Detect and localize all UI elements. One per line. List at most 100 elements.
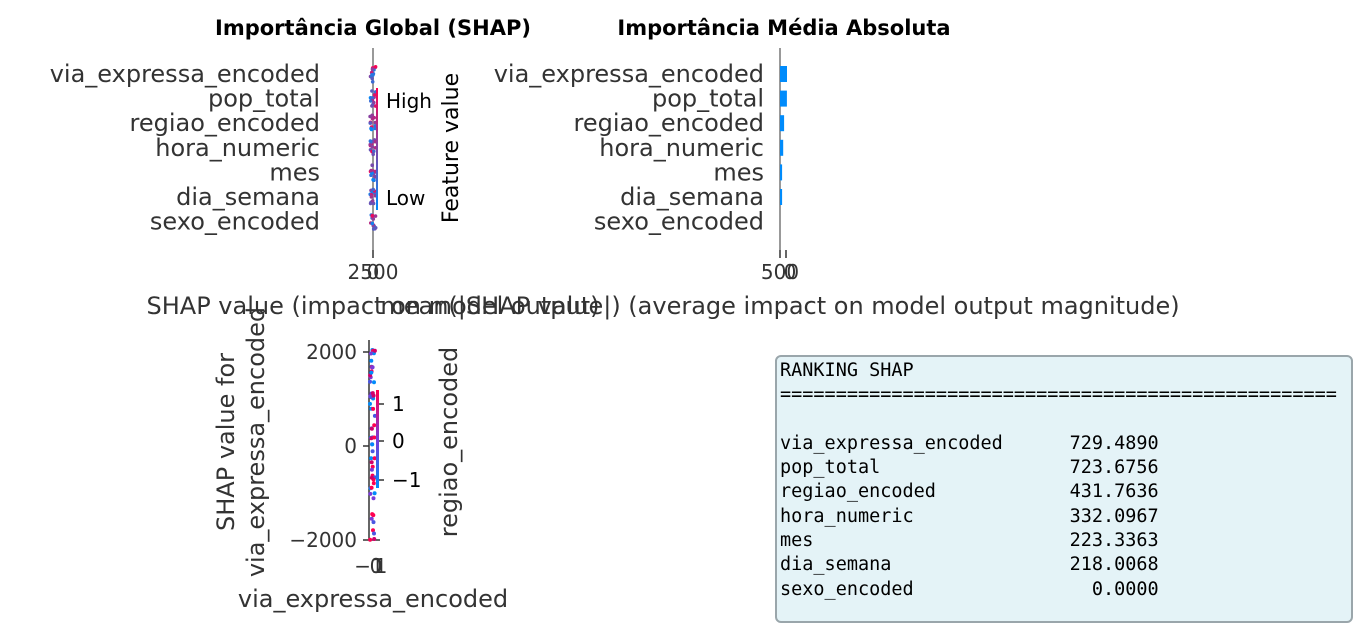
colorbar-high-label: High <box>386 89 432 113</box>
dependence-x-tick-label: −1 <box>354 554 383 578</box>
bar-chart-category-labels: via_expressa_encodedpop_totalregiao_enco… <box>494 60 764 236</box>
dependence-point <box>371 513 376 518</box>
dependence-point <box>372 380 376 385</box>
beeswarm-point <box>373 65 378 69</box>
dependence-colorbar-tick-label: −1 <box>392 468 421 492</box>
dependence-point <box>371 496 376 501</box>
bar <box>780 90 787 107</box>
beeswarm-point <box>370 104 374 108</box>
beeswarm-point <box>371 227 376 231</box>
mean-abs-shap-bar-chart: Importância Média Absoluta via_expressa_… <box>380 16 1179 320</box>
beeswarm-point <box>370 221 375 226</box>
beeswarm-point <box>370 163 375 167</box>
beeswarm-point <box>371 178 375 182</box>
dependence-point <box>368 537 373 542</box>
bar-chart-category-label: regiao_encoded <box>574 109 765 137</box>
dependence-y-tick-label: −2000 <box>289 528 357 552</box>
dependence-point <box>369 370 374 375</box>
dependence-point <box>370 449 375 454</box>
bar-chart-category-label: hora_numeric <box>599 134 764 162</box>
beeswarm-feature-labels: via_expressa_encodedpop_totalregiao_enco… <box>50 60 320 236</box>
beeswarm-feature-label: via_expressa_encoded <box>50 60 320 88</box>
beeswarm-feature-label: mes <box>269 158 320 186</box>
bar <box>780 164 783 181</box>
beeswarm-point <box>372 174 377 179</box>
dependence-point <box>372 435 377 440</box>
bar-chart-category-label: mes <box>713 158 764 186</box>
dependence-point <box>370 391 375 396</box>
dependence-point <box>369 358 374 363</box>
dependence-point <box>368 491 373 496</box>
beeswarm-point <box>371 217 376 221</box>
beeswarm-feature-label: hora_numeric <box>155 134 320 162</box>
beeswarm-x-tick-label: 2500 <box>348 260 399 284</box>
beeswarm-point <box>369 168 373 173</box>
beeswarm-x-axis-label: SHAP value (impact on model output) <box>147 292 600 320</box>
ranking-rows: via_expressa_encoded 729.4890 pop_total … <box>780 432 1159 600</box>
beeswarm-title: Importância Global (SHAP) <box>215 16 531 40</box>
beeswarm-point <box>371 187 376 192</box>
beeswarm-point <box>369 99 373 103</box>
dependence-point <box>371 528 375 533</box>
dependence-point <box>372 491 377 496</box>
beeswarm-point <box>372 115 377 120</box>
beeswarm-point <box>368 139 373 143</box>
beeswarm-point <box>372 149 376 154</box>
dependence-points <box>368 348 377 542</box>
bar-chart-x-tick-label: 500 <box>761 260 799 284</box>
dependence-point <box>368 351 373 356</box>
beeswarm-point <box>370 145 375 149</box>
dependence-point <box>372 456 377 461</box>
bar-chart-x-tick-label: 0 <box>784 260 797 284</box>
beeswarm-point <box>370 89 374 93</box>
bar-chart-category-label: pop_total <box>652 85 764 113</box>
beeswarm-point <box>368 201 373 206</box>
shap-dependence-plot: 2000 0 −2000 −1 0 1 via_expressa_encoded… <box>212 307 508 613</box>
dependence-point <box>371 520 376 525</box>
beeswarm-point <box>370 73 374 77</box>
beeswarm-x-tick-label: 0 <box>367 260 380 284</box>
dependence-colorbar-tick-label: 1 <box>392 392 405 416</box>
dependence-point <box>372 413 377 418</box>
dependence-point <box>369 467 374 472</box>
dependence-x-axis-label: via_expressa_encoded <box>238 585 508 613</box>
ranking-title: RANKING SHAP <box>780 360 914 381</box>
dependence-point <box>370 442 375 447</box>
dependence-point <box>369 436 374 441</box>
dependence-point <box>371 406 376 411</box>
dependence-point <box>370 464 375 469</box>
beeswarm-point <box>369 126 373 131</box>
dependence-point <box>369 426 374 431</box>
bar-chart-category-label: sexo_encoded <box>594 208 764 236</box>
beeswarm-point <box>368 114 372 119</box>
dependence-point <box>369 456 374 461</box>
dependence-x-tick-label: 0 <box>370 554 383 578</box>
dependence-point <box>372 531 376 536</box>
colorbar-low-label: Low <box>386 186 425 210</box>
beeswarm-point <box>370 199 375 203</box>
beeswarm-point <box>370 80 375 84</box>
colorbar-title: Feature value <box>439 73 464 223</box>
beeswarm-point <box>372 100 376 105</box>
beeswarm-point <box>373 214 378 218</box>
beeswarm-feature-label: regiao_encoded <box>130 109 321 137</box>
ranking-text: RANKING SHAP ===========================… <box>780 359 1337 602</box>
shap-beeswarm-chart: Importância Global (SHAP) via_expressa_e… <box>50 16 600 320</box>
dependence-point <box>369 516 374 521</box>
dependence-point <box>372 423 377 428</box>
dependence-point <box>368 401 372 406</box>
ranking-divider: ========================================… <box>780 384 1337 406</box>
dependence-point <box>369 460 374 465</box>
dependence-colorbar-label: regiao_encoded <box>435 347 463 538</box>
dependence-colorbar <box>376 390 379 488</box>
bar-chart-category-label: via_expressa_encoded <box>494 60 764 88</box>
dependence-y-axis-label: SHAP value forvia_expressa_encoded <box>212 307 270 577</box>
beeswarm-point <box>371 152 376 157</box>
beeswarm-point <box>370 96 375 100</box>
bar-chart-title: Importância Média Absoluta <box>617 16 950 40</box>
dependence-y-tick-label: 0 <box>344 434 357 458</box>
bar-chart-bars <box>780 66 787 205</box>
dependence-point <box>371 481 376 486</box>
dependence-colorbar-tick-label: 0 <box>392 429 405 453</box>
dependence-point <box>369 475 374 480</box>
